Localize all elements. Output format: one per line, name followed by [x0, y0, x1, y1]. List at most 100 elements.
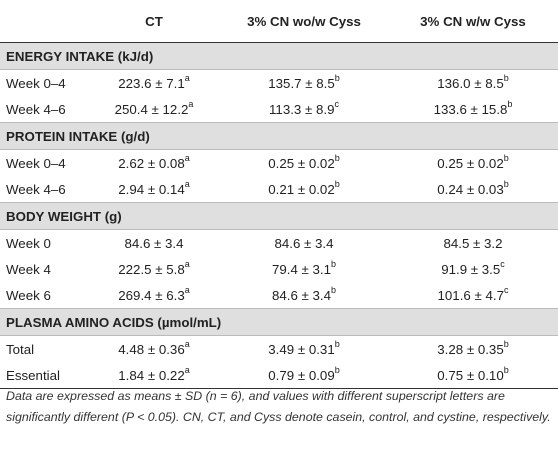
significance-superscript: b — [334, 179, 340, 190]
significance-superscript: a — [184, 339, 190, 350]
value-cell-ct: 250.4 ± 12.2a — [88, 96, 220, 123]
value-cell-cn-without-cyss: 79.4 ± 3.1b — [220, 256, 388, 282]
row-label: Total — [6, 341, 35, 357]
significance-superscript: b — [334, 153, 340, 164]
section-title: ENERGY INTAKE (kJ/d) — [0, 42, 558, 70]
significance-superscript: b — [503, 73, 509, 84]
row-label: Week 0–4 — [6, 155, 66, 171]
cell-value: 0.21 ± 0.02 — [268, 181, 335, 197]
section-header-row: PROTEIN INTAKE (g/d) — [0, 122, 558, 150]
cell-value: 84.5 ± 3.2 — [443, 235, 503, 251]
value-cell-ct: 84.6 ± 3.4 — [88, 230, 220, 257]
value-cell-ct: 2.94 ± 0.14a — [88, 176, 220, 203]
significance-superscript: a — [184, 365, 190, 376]
cell-value: 2.62 ± 0.08 — [118, 155, 185, 171]
value-cell-ct: 222.5 ± 5.8a — [88, 256, 220, 282]
header-row: CT 3% CN wo/w Cyss 3% CN w/w Cyss — [0, 0, 558, 43]
value-cell-ct: 269.4 ± 6.3a — [88, 282, 220, 309]
cell-value: 222.5 ± 5.8 — [118, 261, 185, 277]
significance-superscript: b — [334, 365, 340, 376]
significance-superscript: b — [503, 153, 509, 164]
table-row: Total 4.48 ± 0.36a 3.49 ± 0.31b 3.28 ± 0.35… — [0, 336, 558, 363]
value-cell-cn-with-cyss: 91.9 ± 3.5c — [388, 256, 558, 282]
cell-value: 269.4 ± 6.3 — [118, 287, 185, 303]
cell-value: 3.49 ± 0.31 — [268, 341, 335, 357]
cell-value: 91.9 ± 3.5 — [441, 261, 501, 277]
cell-value: 79.4 ± 3.1 — [271, 261, 332, 277]
value-cell-cn-without-cyss: 113.3 ± 8.9c — [220, 96, 388, 123]
value-cell-cn-with-cyss: 133.6 ± 15.8b — [388, 96, 558, 123]
significance-superscript: b — [503, 365, 509, 376]
cell-value: 113.3 ± 8.9 — [269, 101, 335, 117]
section-title: PLASMA AMINO ACIDS (µmol/mL) — [0, 308, 558, 336]
section-header-row: BODY WEIGHT (g) — [0, 202, 558, 230]
cell-value: 84.6 ± 3.4 — [274, 235, 334, 251]
table-row: Week 4–6 2.94 ± 0.14a 0.21 ± 0.02b 0.24 ± 0… — [0, 176, 558, 203]
significance-superscript: a — [188, 99, 194, 110]
cell-value: 3.28 ± 0.35 — [437, 341, 504, 357]
cell-value: 0.25 ± 0.02 — [437, 155, 504, 171]
cell-value: 0.75 ± 0.10 — [437, 367, 504, 383]
row-label: Week 4–6 — [6, 101, 66, 117]
header-cell-cn-with-cyss: 3% CN w/w Cyss — [388, 0, 558, 43]
value-cell-cn-without-cyss: 0.79 ± 0.09b — [220, 362, 388, 389]
row-label: Week 4 — [6, 261, 51, 277]
cell-value: 250.4 ± 12.2 — [114, 101, 189, 117]
cell-value: 0.79 ± 0.09 — [268, 367, 335, 383]
cell-value: 223.6 ± 7.1 — [118, 75, 185, 91]
value-cell-cn-with-cyss: 136.0 ± 8.5b — [388, 70, 558, 97]
cell-value: 133.6 ± 15.8 — [433, 101, 508, 117]
value-cell-cn-with-cyss: 3.28 ± 0.35b — [388, 336, 558, 363]
row-label: Week 0–4 — [6, 75, 66, 91]
value-cell-cn-with-cyss: 0.24 ± 0.03b — [388, 176, 558, 203]
value-cell-ct: 4.48 ± 0.36a — [88, 336, 220, 363]
row-label: Week 0 — [6, 235, 51, 251]
section-header-row: ENERGY INTAKE (kJ/d) — [0, 42, 558, 70]
table-row: Week 4 222.5 ± 5.8a 79.4 ± 3.1b 91.9 ± 3.5c — [0, 256, 558, 282]
significance-superscript: c — [334, 99, 339, 110]
cell-value: 84.6 ± 3.4 — [271, 287, 332, 303]
cell-value: 84.6 ± 3.4 — [124, 235, 184, 251]
value-cell-cn-without-cyss: 84.6 ± 3.4b — [220, 282, 388, 309]
value-cell-cn-with-cyss: 0.25 ± 0.02b — [388, 150, 558, 177]
table-footnote: Data are expressed as means ± SD (n = 6)… — [6, 389, 551, 424]
table-row: Week 0 84.6 ± 3.4 84.6 ± 3.4 84.5 ± 3.2 — [0, 230, 558, 257]
cell-value: 135.7 ± 8.5 — [268, 75, 335, 91]
section-header-row: PLASMA AMINO ACIDS (µmol/mL) — [0, 308, 558, 336]
value-cell-cn-without-cyss: 0.25 ± 0.02b — [220, 150, 388, 177]
table-row: Week 0–4 223.6 ± 7.1a 135.7 ± 8.5b 136.0 ± … — [0, 70, 558, 97]
significance-superscript: b — [331, 285, 337, 296]
significance-superscript: a — [184, 73, 190, 84]
value-cell-cn-without-cyss: 0.21 ± 0.02b — [220, 176, 388, 203]
significance-superscript: b — [503, 179, 509, 190]
table-row: Week 4–6 250.4 ± 12.2a 113.3 ± 8.9c 133.6 ±… — [0, 96, 558, 123]
header-cell-ct: CT — [88, 0, 220, 43]
value-cell-cn-with-cyss: 84.5 ± 3.2 — [388, 230, 558, 257]
value-cell-cn-without-cyss: 135.7 ± 8.5b — [220, 70, 388, 97]
value-cell-ct: 223.6 ± 7.1a — [88, 70, 220, 97]
value-cell-cn-without-cyss: 3.49 ± 0.31b — [220, 336, 388, 363]
significance-superscript: a — [184, 259, 190, 270]
table-header: CT 3% CN wo/w Cyss 3% CN w/w Cyss — [0, 0, 558, 43]
cell-value: 2.94 ± 0.14 — [118, 181, 185, 197]
significance-superscript: b — [507, 99, 513, 110]
table-row: Week 6 269.4 ± 6.3a 84.6 ± 3.4b 101.6 ± 4.7… — [0, 282, 558, 309]
significance-superscript: a — [184, 179, 190, 190]
table-body: ENERGY INTAKE (kJ/d) Week 0–4 223.6 ± 7.1a… — [0, 42, 558, 389]
cell-value: 1.84 ± 0.22 — [118, 367, 185, 383]
value-cell-ct: 2.62 ± 0.08a — [88, 150, 220, 177]
cell-value: 0.24 ± 0.03 — [437, 181, 504, 197]
cell-value: 136.0 ± 8.5 — [437, 75, 504, 91]
header-cell-empty — [0, 0, 88, 43]
section-title: PROTEIN INTAKE (g/d) — [0, 122, 558, 150]
cell-value: 101.6 ± 4.7 — [437, 287, 504, 303]
value-cell-ct: 1.84 ± 0.22a — [88, 362, 220, 389]
table-row: Week 0–4 2.62 ± 0.08a 0.25 ± 0.02b 0.25 ± 0… — [0, 150, 558, 177]
value-cell-cn-without-cyss: 84.6 ± 3.4 — [220, 230, 388, 257]
cell-value: 0.25 ± 0.02 — [268, 155, 335, 171]
section-title: BODY WEIGHT (g) — [0, 202, 558, 230]
significance-superscript: b — [331, 259, 337, 270]
significance-superscript: c — [503, 285, 509, 296]
cell-value: 4.48 ± 0.36 — [118, 341, 185, 357]
significance-superscript: b — [503, 339, 509, 350]
